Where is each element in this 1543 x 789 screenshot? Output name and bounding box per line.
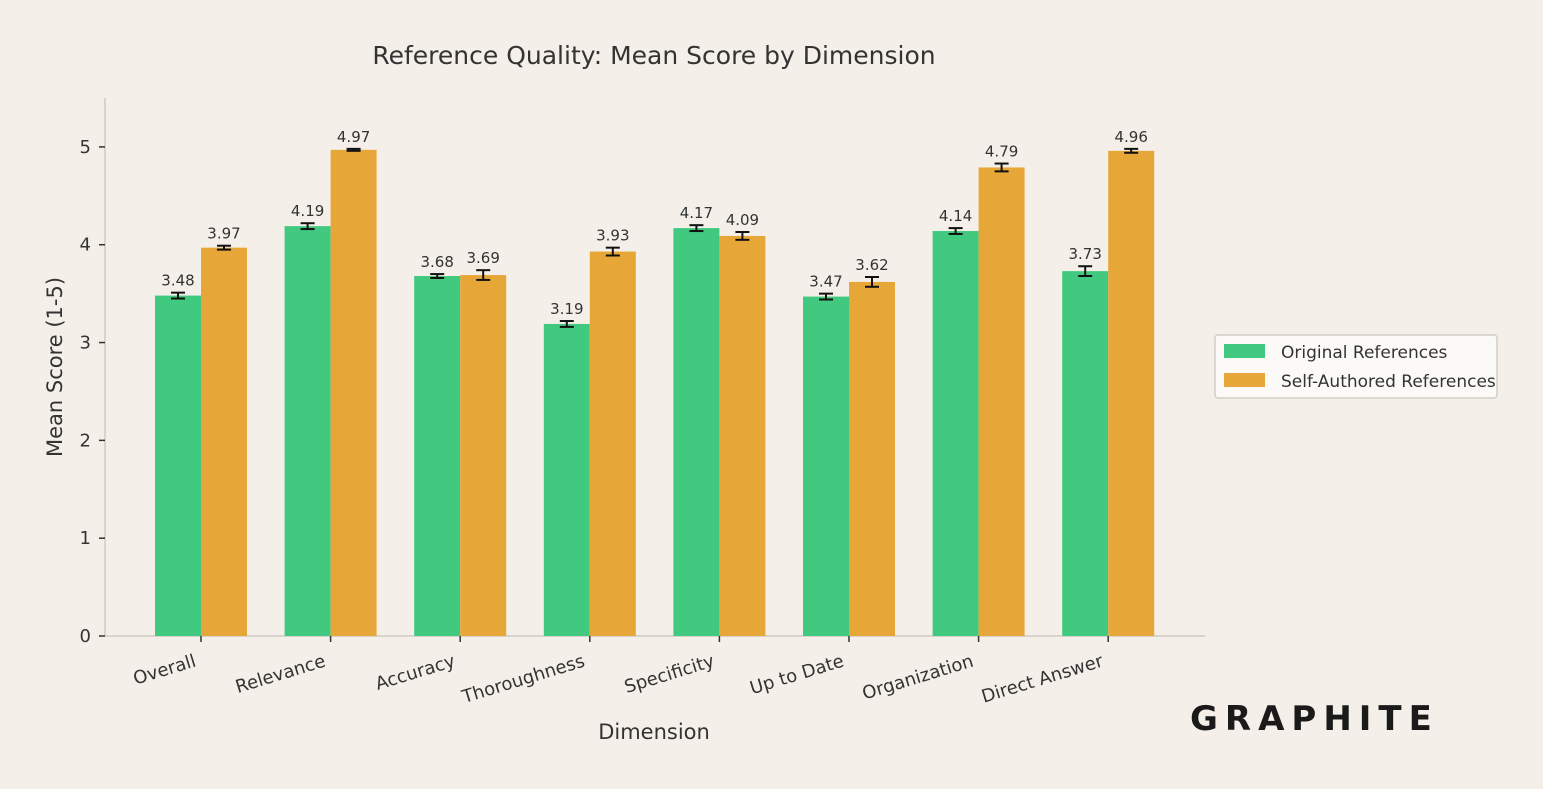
data-label: 4.17 <box>680 204 713 222</box>
data-label: 4.96 <box>1114 128 1147 146</box>
x-tick-label: Thoroughness <box>459 651 587 708</box>
y-tick-label: 1 <box>80 528 91 549</box>
data-label: 3.97 <box>207 225 240 243</box>
legend-box <box>1214 334 1498 399</box>
data-label: 3.47 <box>809 273 842 291</box>
data-label: 3.73 <box>1068 245 1101 263</box>
data-label: 3.69 <box>466 249 499 267</box>
bars <box>155 147 1155 637</box>
bar <box>414 276 461 636</box>
x-axis-label: Dimension <box>598 720 710 744</box>
legend-label: Original References <box>1281 343 1448 363</box>
y-tick-label: 4 <box>80 235 91 256</box>
bar <box>1108 150 1155 636</box>
bar <box>155 295 201 636</box>
y-tick-label: 2 <box>80 430 91 451</box>
data-label: 4.97 <box>337 128 370 146</box>
graphite-logo: GRAPHITE <box>1190 699 1439 739</box>
x-tick-label: Specificity <box>622 651 717 698</box>
bar <box>201 247 247 637</box>
x-tick-label: Accuracy <box>373 651 458 695</box>
bar <box>932 231 979 637</box>
bar <box>1062 271 1109 636</box>
legend: Original References Self-Authored Referen… <box>1214 334 1498 399</box>
legend-swatch <box>1224 344 1265 358</box>
bar <box>460 275 507 636</box>
data-label: 3.68 <box>420 253 453 271</box>
x-tick-label: Relevance <box>233 651 328 698</box>
data-label: 3.62 <box>855 256 888 274</box>
data-label: 4.14 <box>939 207 972 225</box>
data-label: 4.79 <box>985 143 1018 161</box>
y-tick-label: 3 <box>80 333 91 354</box>
x-tick-label: Direct Answer <box>979 651 1106 708</box>
bar <box>978 167 1025 636</box>
y-tick-label: 0 <box>80 626 91 647</box>
legend-swatch <box>1224 373 1265 387</box>
bar <box>284 226 331 636</box>
axes: 0 1 2 3 4 5 Overall Relevance Accuracy Thoroughne… <box>80 98 1205 708</box>
legend-label: Self-Authored References <box>1281 372 1496 392</box>
x-tick-label: Up to Date <box>747 651 846 699</box>
data-label: 3.48 <box>161 272 194 290</box>
bar <box>543 323 590 636</box>
data-label: 3.19 <box>550 300 583 318</box>
x-tick-label: Organization <box>860 651 976 705</box>
bar <box>589 251 636 637</box>
bar <box>719 235 766 636</box>
bar <box>849 281 895 636</box>
data-label: 3.93 <box>596 227 629 245</box>
data-label: 4.19 <box>291 202 324 220</box>
y-axis-label: Mean Score (1-5) <box>43 277 67 457</box>
chart-title: Reference Quality: Mean Score by Dimensi… <box>372 41 935 70</box>
x-tick-label: Overall <box>131 651 199 690</box>
bar <box>330 149 377 637</box>
y-tick-label: 5 <box>80 137 91 158</box>
bar <box>673 228 720 636</box>
data-label: 4.09 <box>726 211 759 229</box>
bar <box>803 296 849 636</box>
data-labels: 3.48 3.97 4.19 4.97 3.68 3.69 3.19 3.93 4.17 4.09… <box>161 128 1148 318</box>
